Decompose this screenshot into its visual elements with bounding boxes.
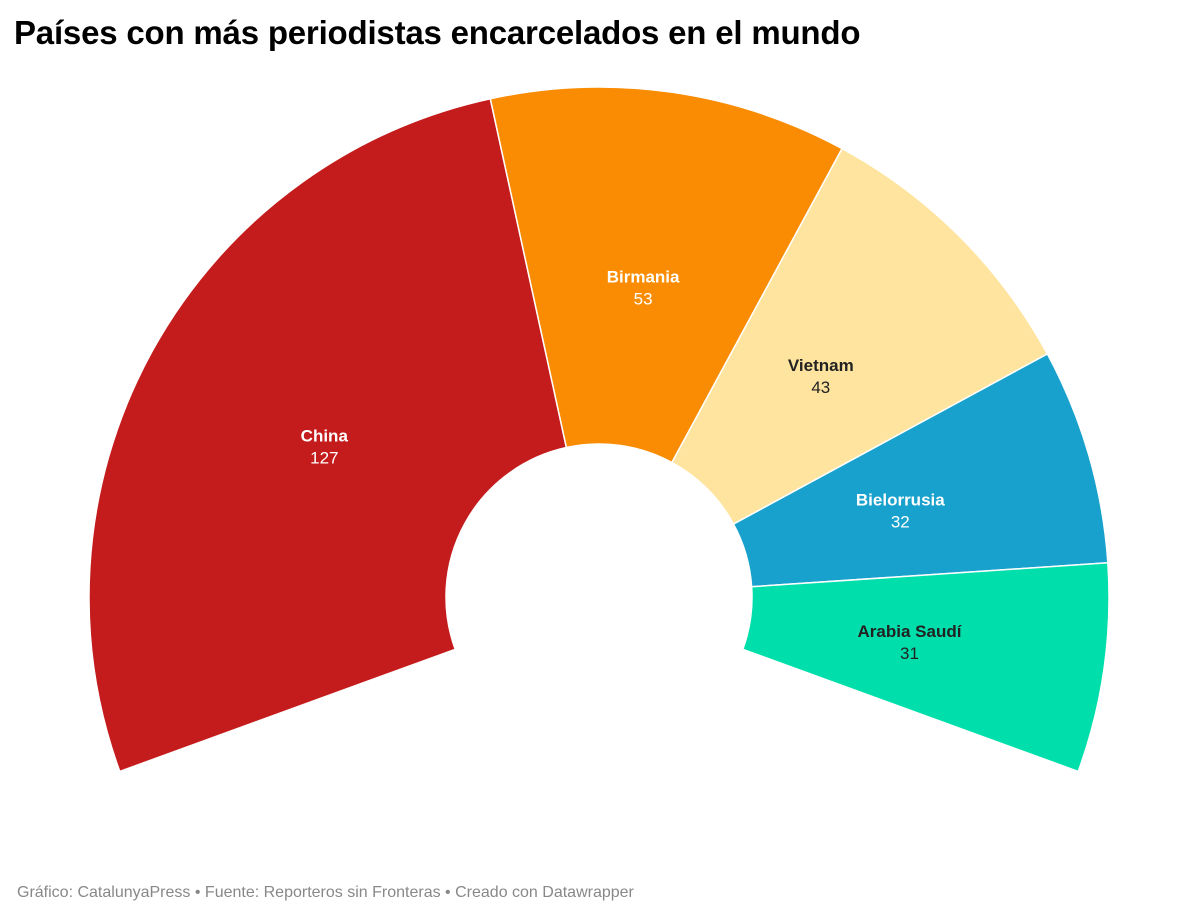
slice-vietnam [670,147,1049,526]
slice-label-vietnam: Vietnam [788,356,854,375]
footer-credit: Gráfico: CatalunyaPress [17,884,191,901]
slice-label-china: China [301,427,349,446]
slice-label-birmania: Birmania [607,268,680,287]
footer-tool: Creado con Datawrapper [455,884,634,901]
slice-value-vietnam: 43 [811,378,830,397]
labels-group: China 127 Birmania 53 Vietnam 43 Bielorrusia 32… [301,268,963,664]
slice-value-birmania: 53 [634,290,653,309]
chart-footer: Gráfico: CatalunyaPress • Fuente: Report… [17,884,634,902]
slice-arabia-saudi [741,561,1110,773]
slice-bielorrusia [732,352,1109,588]
footer-separator-2: • [445,884,451,901]
slice-value-china: 127 [310,449,338,468]
footer-separator-1: • [194,884,201,901]
footer-source: Fuente: Reporteros sin Fronteras [204,884,441,901]
slice-value-arabia-saudi: 31 [900,644,919,663]
slice-value-bielorrusia: 32 [891,513,910,532]
slice-china [88,97,568,773]
slice-label-arabia-saudi: Arabia Saudí [858,622,963,641]
slice-birmania [489,86,844,464]
slices-group [88,86,1110,773]
chart-title: Países con más periodistas encarcelados … [14,14,861,51]
slice-label-bielorrusia: Bielorrusia [856,491,945,510]
